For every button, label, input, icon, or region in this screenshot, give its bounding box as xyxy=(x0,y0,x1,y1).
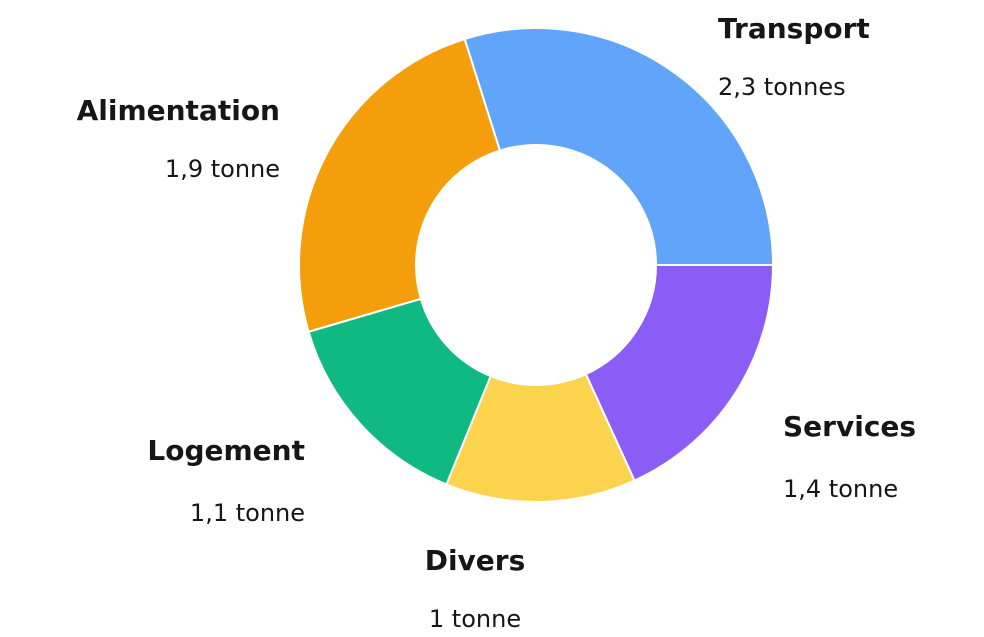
slice-label: Transport xyxy=(718,12,870,45)
donut-slice xyxy=(445,372,636,503)
slice-label: Divers xyxy=(425,544,526,577)
slice-value-label: 2,3 tonnes xyxy=(718,73,846,101)
slice-label: Alimentation xyxy=(77,94,280,127)
slice-value-label: 1,4 tonne xyxy=(783,475,898,503)
slice-label: Logement xyxy=(147,434,305,467)
donut-slice xyxy=(463,27,775,266)
slice-value-label: 1,9 tonne xyxy=(165,155,280,183)
donut-slice xyxy=(307,297,492,486)
donut-slice xyxy=(298,37,502,334)
slice-value-label: 1,1 tonne xyxy=(190,499,305,527)
slice-label: Services xyxy=(783,410,916,443)
donut-slice xyxy=(584,264,775,482)
slice-value-label: 1 tonne xyxy=(429,605,521,633)
